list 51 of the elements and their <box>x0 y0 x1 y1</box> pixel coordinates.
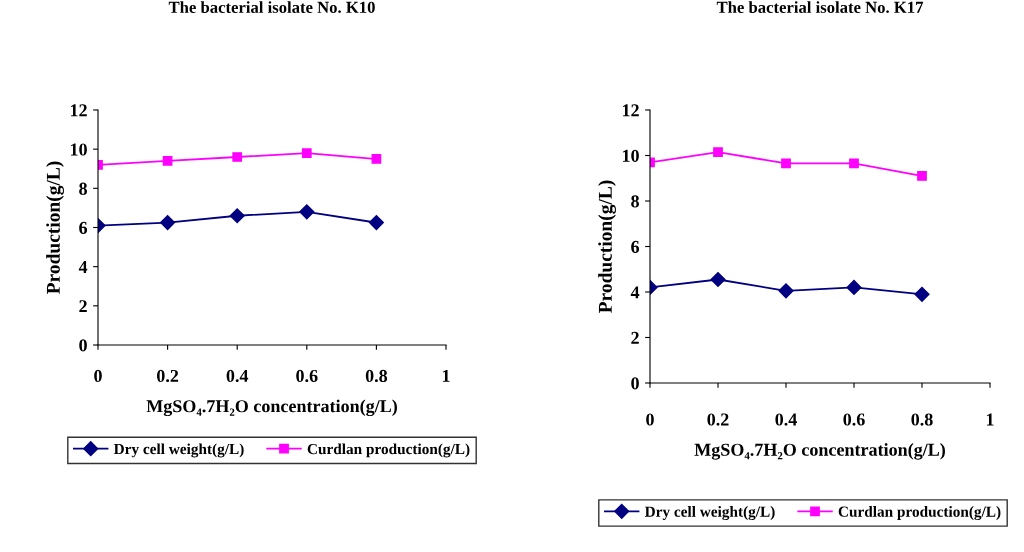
x-tick-label: 1 <box>986 413 994 426</box>
chart-title: The bacterial isolate No. K10 <box>168 1 375 14</box>
x-axis-title: MgSO₄.7H₂O concentration(g/L) <box>146 399 397 417</box>
point <box>371 154 382 164</box>
y-axis-title: Production(g/L) <box>46 161 64 294</box>
y-tick-label: 4 <box>630 286 640 299</box>
y-tick-label: 2 <box>631 331 639 344</box>
x-tick-label: 0.6 <box>296 369 318 383</box>
x-tick-label: 0.2 <box>157 369 179 383</box>
point <box>368 215 384 231</box>
point <box>301 148 312 158</box>
x-axis-title: MgSO₄.7H₂O concentration(g/L) <box>694 443 945 460</box>
x-tick-label: 0.2 <box>707 413 729 426</box>
y-tick-label: 6 <box>631 240 640 253</box>
point <box>917 171 927 181</box>
x-tick-label: 0.6 <box>843 413 865 426</box>
point <box>160 215 176 231</box>
point <box>846 279 862 296</box>
y-tick-label: 4 <box>78 261 88 273</box>
y-tick-label: 10 <box>622 149 639 162</box>
x-tick-label: 0 <box>646 413 654 426</box>
x-tick-label: 0.4 <box>226 369 249 383</box>
point <box>778 283 794 299</box>
point <box>849 158 859 169</box>
point <box>710 271 726 288</box>
point <box>781 158 791 169</box>
legend-label: Dry cell weight(g/L) <box>644 506 775 521</box>
point <box>162 156 173 166</box>
point <box>914 286 930 302</box>
legend-label: Curdlan production(g/L) <box>838 506 1001 521</box>
x-tick-label: 0.8 <box>911 413 933 426</box>
y-tick-label: 2 <box>79 300 87 313</box>
point <box>299 204 315 220</box>
x-tick-label: 1 <box>442 369 450 382</box>
chart-title: The bacterial isolate No. K17 <box>716 1 924 14</box>
x-tick-label: 0.4 <box>775 413 797 426</box>
point <box>713 147 723 157</box>
legend-label: Curdlan production(g/L) <box>307 443 470 458</box>
x-tick-label: 0.8 <box>365 369 388 383</box>
y-tick-label: 8 <box>631 195 639 208</box>
y-tick-label: 12 <box>70 104 87 117</box>
y-tick-label: 8 <box>79 182 87 195</box>
y-tick-label: 6 <box>79 221 88 234</box>
point <box>232 152 243 162</box>
y-tick-label: 0 <box>79 339 87 352</box>
legend-label: Dry cell weight(g/L) <box>113 443 244 458</box>
point <box>229 208 245 224</box>
y-tick-label: 10 <box>70 143 87 156</box>
y-axis-title: Production(g/L) <box>598 180 616 313</box>
x-tick-label: 0 <box>94 369 102 383</box>
y-tick-label: 12 <box>622 104 639 117</box>
